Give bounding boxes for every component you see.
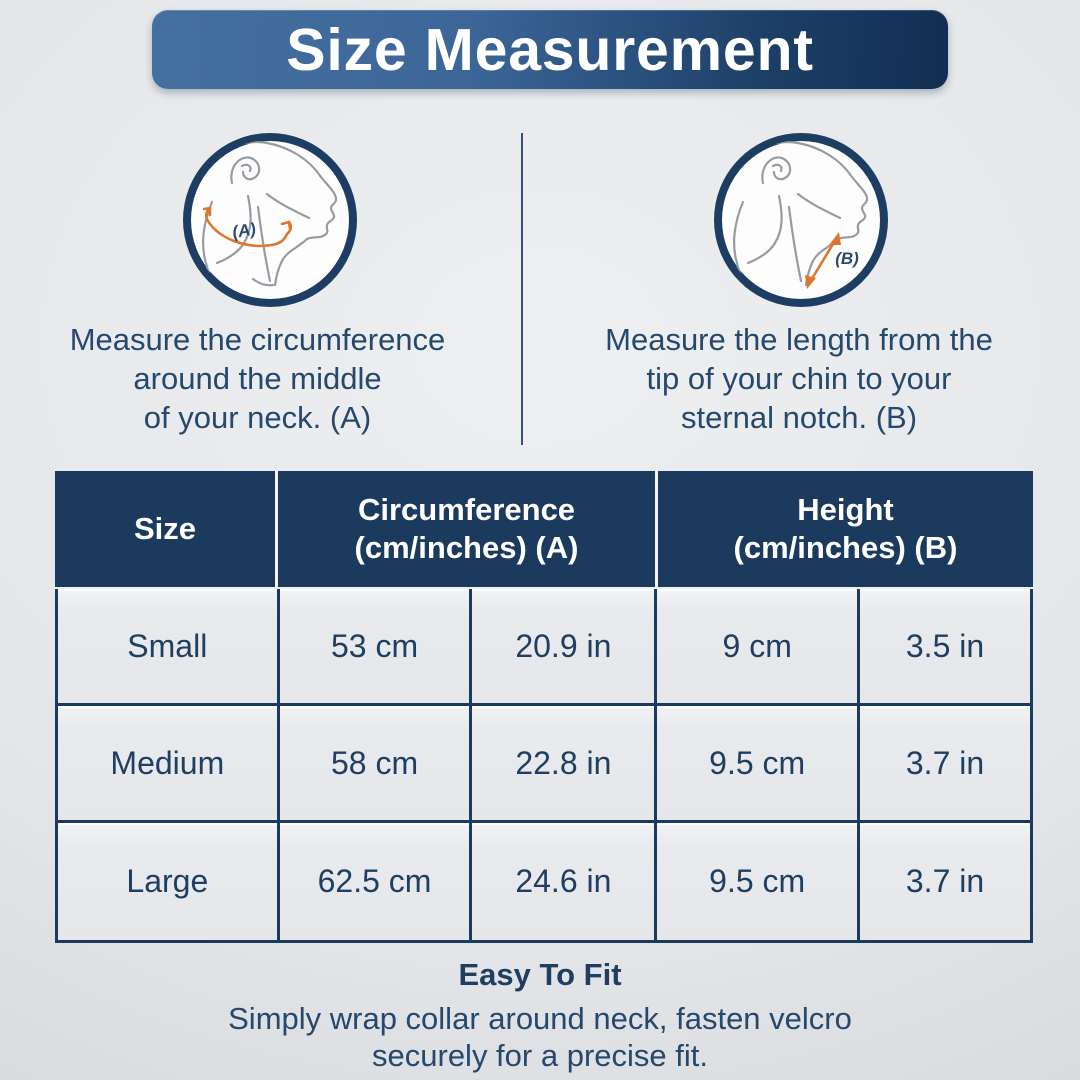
- cell-small-circ-in: 20.9 in: [472, 589, 658, 706]
- footer: Easy To Fit Simply wrap collar around ne…: [0, 957, 1080, 1074]
- cell-small-height-in: 3.5 in: [860, 589, 1030, 706]
- chin-to-sternum-illustration: (B): [714, 133, 888, 307]
- measure-arrow-b: [805, 232, 841, 289]
- col-header-circumference: Circumference (cm/inches) (A): [278, 471, 658, 587]
- col-header-height: Height (cm/inches) (B): [658, 471, 1033, 587]
- instruction-b-line1: Measure the length from the: [605, 322, 993, 357]
- cell-size-large: Large: [58, 823, 280, 940]
- section-divider: [521, 133, 523, 445]
- instruction-a-line3: of your neck. (A): [143, 400, 372, 435]
- col-header-height-line2: (cm/inches) (B): [733, 530, 958, 565]
- cell-large-height-in: 3.7 in: [860, 823, 1030, 940]
- instruction-b-line2: tip of your chin to your: [646, 361, 952, 396]
- instruction-a-line1: Measure the circumference: [69, 322, 446, 357]
- measure-arrow-a: [202, 206, 293, 248]
- cell-large-height-cm: 9.5 cm: [657, 823, 861, 940]
- size-table: Size Circumference (cm/inches) (A) Heigh…: [55, 471, 1033, 943]
- cell-small-circ-cm: 53 cm: [279, 589, 473, 706]
- instruction-b-line3: sternal notch. (B): [680, 400, 918, 435]
- col-header-height-line1: Height: [797, 492, 894, 527]
- neck-circumference-icon: (A): [183, 133, 357, 307]
- neck-circumference-illustration: (A): [183, 133, 357, 307]
- instruction-b: Measure the length from the tip of your …: [558, 320, 1040, 437]
- title-banner: Size Measurement: [152, 10, 948, 89]
- cell-medium-circ-cm: 58 cm: [279, 706, 473, 823]
- col-header-size-label: Size: [133, 511, 197, 546]
- table-body: Small 53 cm 20.9 in 9 cm 3.5 in Medium 5…: [55, 589, 1033, 943]
- footer-line1: Simply wrap collar around neck, fasten v…: [228, 1001, 852, 1036]
- cell-large-circ-in: 24.6 in: [472, 823, 658, 940]
- chin-to-sternum-icon: (B): [714, 133, 888, 307]
- col-header-circumference-line2: (cm/inches) (A): [354, 530, 579, 565]
- page-title: Size Measurement: [286, 16, 814, 83]
- instruction-a-line2: around the middle: [133, 361, 382, 396]
- cell-medium-circ-in: 22.8 in: [472, 706, 658, 823]
- cell-small-height-cm: 9 cm: [657, 589, 861, 706]
- circle-frame: [714, 133, 888, 307]
- cell-large-circ-cm: 62.5 cm: [279, 823, 473, 940]
- cell-size-small: Small: [58, 589, 280, 706]
- footer-line2: securely for a precise fit.: [372, 1038, 708, 1073]
- cell-medium-height-cm: 9.5 cm: [657, 706, 861, 823]
- col-header-circumference-line1: Circumference: [357, 492, 576, 527]
- label-b: (B): [835, 249, 859, 268]
- label-a: (A): [231, 219, 258, 242]
- circle-frame: [183, 133, 357, 307]
- cell-medium-height-in: 3.7 in: [860, 706, 1030, 823]
- cell-size-medium: Medium: [58, 706, 280, 823]
- table-header-row: Size Circumference (cm/inches) (A) Heigh…: [55, 471, 1033, 589]
- col-header-size: Size: [55, 471, 278, 587]
- instruction-a: Measure the circumference around the mid…: [15, 320, 500, 437]
- footer-heading: Easy To Fit: [458, 957, 622, 992]
